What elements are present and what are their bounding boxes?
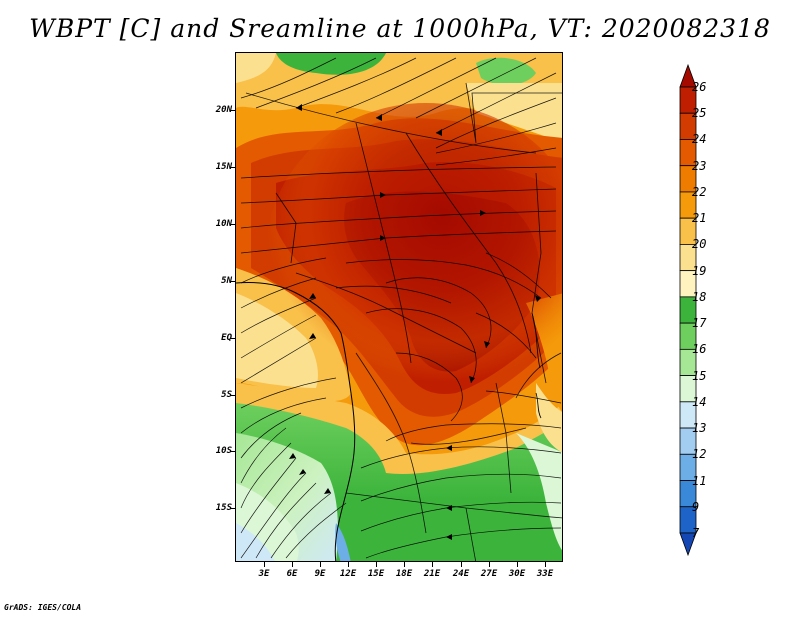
lon-label-15e: 15E	[367, 569, 385, 579]
lat-label-eq: EQ	[221, 333, 232, 343]
lon-tick	[545, 562, 546, 567]
colorbar-label: 17	[692, 316, 707, 331]
map-svg	[236, 53, 562, 561]
lat-tick	[230, 110, 235, 111]
lat-label-5s: 5S	[221, 390, 232, 400]
lon-tick	[376, 562, 377, 567]
lat-tick	[230, 167, 235, 168]
colorbar-bottom-triangle	[679, 532, 697, 557]
lat-label-15n: 15N	[215, 162, 232, 172]
colorbar-label: 20	[692, 237, 707, 252]
lon-tick	[292, 562, 293, 567]
lon-label-30e: 30E	[508, 569, 526, 579]
lon-label-24e: 24E	[452, 569, 470, 579]
credit-text: GrADS: IGES/COLA	[4, 603, 82, 612]
lon-tick	[320, 562, 321, 567]
lon-tick	[404, 562, 405, 567]
lon-tick	[461, 562, 462, 567]
lat-tick	[230, 281, 235, 282]
lon-tick	[264, 562, 265, 567]
colorbar-label: 12	[692, 447, 707, 462]
lon-label-21e: 21E	[423, 569, 441, 579]
colorbar-label: 22	[692, 184, 707, 199]
colorbar-label: 24	[692, 132, 707, 147]
lat-tick	[230, 451, 235, 452]
lon-tick	[489, 562, 490, 567]
colorbar-label: 16	[692, 342, 707, 357]
colorbar-label: 21	[692, 211, 707, 226]
lon-label-3e: 3E	[258, 569, 270, 579]
lon-label-6e: 6E	[286, 569, 298, 579]
lat-label-10n: 10N	[215, 219, 232, 229]
lon-tick	[348, 562, 349, 567]
lat-label-5n: 5N	[221, 276, 232, 286]
lon-tick	[517, 562, 518, 567]
colorbar-label: 14	[692, 394, 707, 409]
colorbar-label: 7	[692, 526, 700, 540]
lon-label-9e: 9E	[314, 569, 326, 579]
colorbar-label: 26	[692, 80, 707, 94]
lat-tick	[230, 395, 235, 396]
lon-label-27e: 27E	[480, 569, 498, 579]
chart-title: WBPT [C] and Sreamline at 1000hPa, VT: 2…	[29, 14, 771, 43]
lat-tick	[230, 508, 235, 509]
lat-label-15s: 15S	[215, 503, 232, 513]
colorbar-label: 13	[692, 421, 707, 436]
colorbar-label: 9	[692, 499, 700, 514]
map-panel	[235, 52, 563, 562]
lon-tick	[432, 562, 433, 567]
lat-label-10s: 10S	[215, 446, 232, 456]
colorbar-label: 18	[692, 289, 707, 304]
lat-tick	[230, 338, 235, 339]
lat-label-20n: 20N	[215, 105, 232, 115]
lon-label-33e: 33E	[536, 569, 554, 579]
colorbar-label: 11	[692, 473, 707, 488]
colorbar	[679, 63, 697, 557]
lon-label-18e: 18E	[395, 569, 413, 579]
colorbar-label: 25	[692, 106, 707, 121]
lat-tick	[230, 224, 235, 225]
lon-label-12e: 12E	[339, 569, 357, 579]
colorbar-segments	[679, 63, 697, 557]
colorbar-label: 19	[692, 263, 707, 278]
colorbar-label: 23	[692, 158, 707, 173]
colorbar-label: 15	[692, 368, 707, 383]
